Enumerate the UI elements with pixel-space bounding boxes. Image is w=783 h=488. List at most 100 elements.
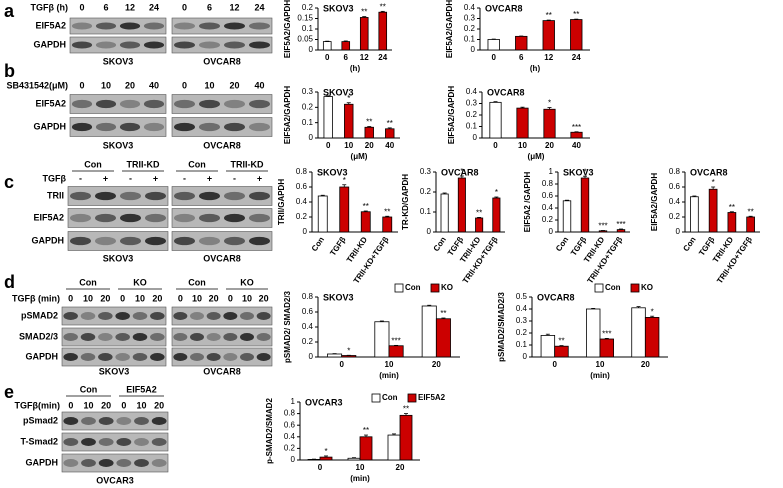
blot-band <box>223 312 238 320</box>
lane-label: 24 <box>254 2 264 12</box>
bar <box>374 321 390 358</box>
blot-band <box>132 353 148 361</box>
cell-line-label: SKOV3 <box>103 56 134 66</box>
blot-band <box>224 122 245 132</box>
blot-strip <box>61 432 169 452</box>
lane-label: 6 <box>103 2 108 12</box>
bar <box>341 41 351 51</box>
cell-line-label: OVCAR3 <box>96 475 134 485</box>
blot-band <box>81 438 96 446</box>
bar <box>359 17 369 51</box>
significance: *** <box>391 336 400 345</box>
blot-band <box>81 417 96 425</box>
bar <box>327 353 343 358</box>
bar <box>399 414 413 461</box>
y-tick-label: 0.8 <box>302 292 314 301</box>
bar <box>746 216 755 233</box>
blot-band <box>174 41 195 49</box>
cell-line-label: SKOV3 <box>103 253 134 263</box>
significance: ** <box>558 337 564 346</box>
cell-line-label: SKOV3 <box>99 366 130 376</box>
x-tick-label: 0 <box>325 53 330 62</box>
bar <box>690 196 699 233</box>
blot-band <box>224 191 245 201</box>
significance: * <box>347 346 350 355</box>
x-axis-label: (min) <box>350 474 370 483</box>
bar <box>616 229 626 233</box>
y-tick-label: 0 <box>549 227 554 236</box>
blot-band <box>190 353 204 361</box>
chart-title: SKOV3 <box>323 87 354 97</box>
blot-band <box>249 41 270 49</box>
x-tick-label: 10 <box>356 463 365 472</box>
bar <box>457 177 466 233</box>
y-tick-label: 0.05 <box>297 35 313 44</box>
legend-label: KO <box>441 283 453 292</box>
significance: ** <box>384 207 390 216</box>
lane-label: 0 <box>120 293 125 303</box>
lane-label: 0 <box>79 80 84 90</box>
y-tick-label: 0.1 <box>302 24 314 33</box>
bar <box>322 41 332 51</box>
blot-band <box>240 333 254 341</box>
blot-band <box>256 312 271 320</box>
bar <box>562 200 572 233</box>
condition-label: TGFβ (h) <box>31 2 68 12</box>
row-label: SMAD2/3 <box>19 331 58 341</box>
y-tick-label: 0.4 <box>302 322 314 331</box>
blot-band <box>150 353 165 361</box>
blot-strip <box>61 347 167 367</box>
chart-title: OVCAR3 <box>305 397 343 407</box>
blot-band <box>95 41 117 49</box>
x-tick-label: 0 <box>492 53 497 62</box>
y-tick-label: 0.3 <box>302 87 314 96</box>
blot-band <box>80 333 96 341</box>
y-tick-label: 0 <box>473 133 478 142</box>
lane-label: 24 <box>149 2 159 12</box>
y-tick-label: 0 <box>309 133 314 142</box>
chart-title: SKOV3 <box>563 167 594 177</box>
blot-band <box>63 438 79 446</box>
x-tick-label: 6 <box>519 53 524 62</box>
y-tick-label: 0.2 <box>420 187 432 196</box>
group-label: Con <box>80 384 98 394</box>
y-tick-label: 0 <box>303 227 308 236</box>
group-label: EIF5A2 <box>126 384 157 394</box>
cell-line-label: OVCAR8 <box>203 253 241 263</box>
y-tick-label: 0.2 <box>302 337 314 346</box>
blot-band <box>173 333 188 341</box>
chart-title: SKOV3 <box>323 3 354 13</box>
row-label: GAPDH <box>25 457 58 467</box>
lane-label: 12 <box>125 2 135 12</box>
bar <box>360 211 371 233</box>
group-label: Con <box>188 277 206 287</box>
x-tick-label: 20 <box>365 141 374 150</box>
condition-label: TGFβ (min) <box>12 293 60 303</box>
x-tick-label: 40 <box>572 141 581 150</box>
x-tick-label: 10 <box>518 141 527 150</box>
y-tick-label: 0.2 <box>284 444 296 453</box>
y-tick-label: 0.3 <box>516 316 528 325</box>
y-tick-label: 1 <box>291 397 296 406</box>
significance: * <box>347 94 350 103</box>
blot-strip <box>171 347 273 367</box>
significance: *** <box>572 123 581 132</box>
y-tick-label: 0.3 <box>464 14 476 23</box>
lane-label: 0 <box>121 400 126 410</box>
lane-label: 10 <box>83 293 93 303</box>
bar <box>487 39 500 51</box>
blot-band <box>143 22 165 30</box>
blot-strip <box>61 327 167 347</box>
x-tick-label: Con <box>432 235 448 253</box>
blot-band <box>81 459 96 467</box>
legend-swatch <box>407 393 417 403</box>
condition-label: SB431542(μM) <box>6 80 68 90</box>
blot-band <box>174 99 195 109</box>
blot-strip <box>61 453 169 473</box>
row-label: GAPDH <box>33 121 66 131</box>
chart-title: SKOV3 <box>323 292 354 302</box>
y-tick-label: 0.2 <box>542 215 554 224</box>
blot-strip <box>61 411 169 431</box>
bar <box>708 188 718 233</box>
lane-label: 10 <box>101 80 111 90</box>
